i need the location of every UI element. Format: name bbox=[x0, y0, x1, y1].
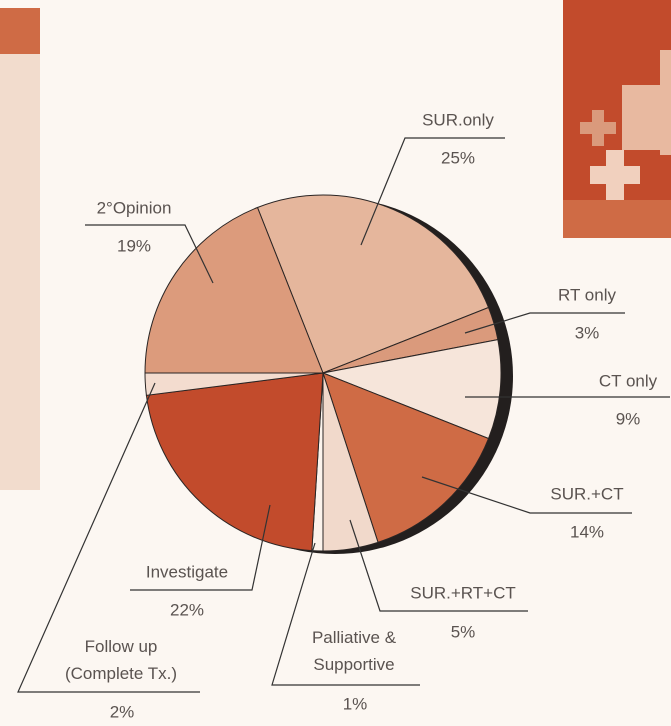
slice-label: SUR.+RT+CT bbox=[410, 580, 516, 607]
value-label: 1% bbox=[343, 691, 368, 718]
side-bar-top bbox=[0, 8, 40, 54]
page: (() => { const data = JSON.parse(documen… bbox=[0, 0, 671, 722]
value-label: 19% bbox=[117, 233, 151, 260]
value-label: 2% bbox=[110, 699, 135, 726]
value-label: 9% bbox=[616, 406, 641, 433]
decor bbox=[563, 200, 671, 238]
slice-label: Investigate bbox=[146, 559, 228, 586]
side-bar bbox=[0, 8, 40, 490]
pie-slice bbox=[146, 373, 323, 551]
value-label: 25% bbox=[441, 145, 475, 172]
slice-label: SUR.+CT bbox=[550, 481, 623, 508]
pie bbox=[145, 195, 513, 554]
value-label: 14% bbox=[570, 519, 604, 546]
slice-label: Palliative & Supportive bbox=[284, 624, 424, 678]
slice-label: CT only bbox=[599, 368, 657, 395]
value-label: 22% bbox=[170, 597, 204, 624]
chart bbox=[0, 0, 671, 722]
slice-label: 2°Opinion bbox=[97, 195, 172, 222]
slice-label: SUR.only bbox=[422, 107, 494, 134]
value-label: 3% bbox=[575, 320, 600, 347]
slice-label: Follow up (Complete Tx.) bbox=[46, 633, 196, 687]
value-label: 5% bbox=[451, 619, 476, 646]
slice-label: RT only bbox=[558, 282, 616, 309]
